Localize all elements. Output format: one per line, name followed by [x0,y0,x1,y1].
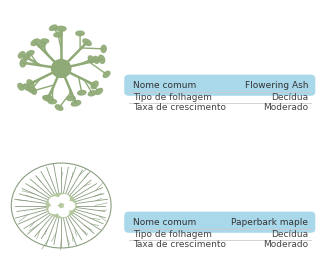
Ellipse shape [23,84,30,90]
Text: Flowering Ash: Flowering Ash [245,81,308,90]
Ellipse shape [55,105,63,110]
Ellipse shape [52,60,71,77]
Ellipse shape [71,101,81,106]
Ellipse shape [88,91,96,96]
Ellipse shape [50,25,57,30]
Ellipse shape [27,80,34,87]
Ellipse shape [40,39,49,43]
Ellipse shape [67,96,75,101]
Ellipse shape [101,45,106,52]
Ellipse shape [103,71,110,78]
Ellipse shape [78,90,86,95]
Ellipse shape [88,56,94,62]
Text: Decídua: Decídua [271,230,308,239]
Ellipse shape [99,55,105,63]
Ellipse shape [31,39,40,45]
Ellipse shape [83,39,91,45]
Ellipse shape [76,31,84,36]
Ellipse shape [18,52,25,58]
Ellipse shape [43,96,51,101]
Ellipse shape [48,99,56,104]
Text: Taxa de crescimento: Taxa de crescimento [133,103,226,112]
Ellipse shape [50,197,60,205]
Ellipse shape [20,59,26,67]
Text: Paperbark maple: Paperbark maple [231,218,308,227]
Ellipse shape [26,51,34,56]
Text: Nome comum: Nome comum [133,218,196,227]
Ellipse shape [46,193,76,218]
Text: Decídua: Decídua [271,93,308,102]
Text: Tipo de folhagem: Tipo de folhagem [133,230,212,239]
Ellipse shape [27,87,35,93]
Ellipse shape [91,81,98,89]
Ellipse shape [24,54,30,60]
Ellipse shape [54,32,62,37]
Ellipse shape [49,206,59,214]
Ellipse shape [93,56,99,63]
Text: Taxa de crescimento: Taxa de crescimento [133,240,226,249]
Ellipse shape [31,87,36,94]
Text: Moderado: Moderado [263,240,308,249]
Ellipse shape [64,202,75,210]
Ellipse shape [96,89,102,94]
FancyBboxPatch shape [125,212,315,232]
Ellipse shape [44,95,53,101]
Ellipse shape [38,42,46,47]
FancyBboxPatch shape [125,75,315,95]
Ellipse shape [58,208,69,216]
Ellipse shape [56,26,66,31]
Text: Nome comum: Nome comum [133,81,196,90]
Text: Moderado: Moderado [263,103,308,112]
Ellipse shape [18,83,24,90]
Ellipse shape [59,195,69,203]
Text: Tipo de folhagem: Tipo de folhagem [133,93,212,102]
